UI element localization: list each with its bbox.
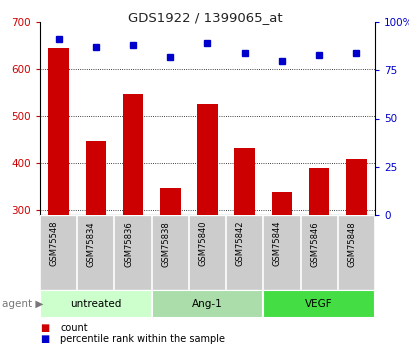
Text: untreated: untreated [70,299,121,309]
Bar [48,48,69,215]
Text: GSM75844: GSM75844 [272,221,281,266]
Bar [40,290,151,318]
Text: GSM75836: GSM75836 [124,221,133,267]
Text: GSM75848: GSM75848 [346,221,355,267]
Text: agent ▶: agent ▶ [2,299,43,309]
Text: GSM75842: GSM75842 [235,221,244,266]
Text: ■: ■ [40,334,49,344]
Bar [160,188,180,215]
Bar [271,193,292,215]
Text: GDS1922 / 1399065_at: GDS1922 / 1399065_at [127,11,282,24]
Text: percentile rank within the sample: percentile rank within the sample [61,334,225,344]
Bar [85,141,106,215]
Bar [345,158,366,215]
Text: GSM75834: GSM75834 [87,221,96,267]
Bar [123,93,143,215]
Bar [263,290,374,318]
Text: count: count [61,323,88,333]
Text: GSM75548: GSM75548 [49,221,58,266]
Bar [308,168,328,215]
Text: Ang-1: Ang-1 [192,299,222,309]
Bar [197,105,217,215]
Text: GSM75846: GSM75846 [310,221,318,267]
Text: ■: ■ [40,323,49,333]
Bar [151,290,263,318]
Bar [234,148,254,215]
Text: VEGF: VEGF [305,299,332,309]
Text: GSM75838: GSM75838 [161,221,170,267]
Text: GSM75840: GSM75840 [198,221,207,266]
